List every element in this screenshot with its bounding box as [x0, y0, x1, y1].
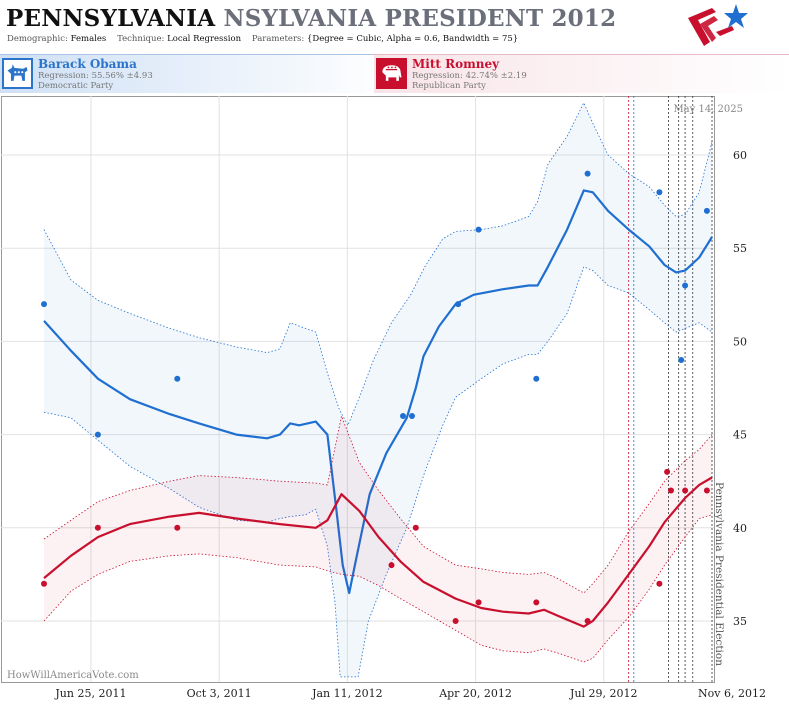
- barack-obama-band-upper: [43, 101, 713, 427]
- site-logo-icon: [688, 4, 748, 46]
- technique-value: Local Regression: [167, 34, 242, 44]
- x-tick-label: Apr 20, 2012: [438, 687, 512, 700]
- mitt-romney-poll-point: [452, 618, 459, 624]
- x-tick-label: Nov 6, 2012: [698, 687, 766, 700]
- mitt-romney-poll-point: [412, 524, 419, 531]
- barack-obama-poll-point: [455, 301, 462, 308]
- barack-obama-poll-point: [400, 413, 406, 419]
- mitt-romney-poll-point: [174, 524, 181, 531]
- mitt-romney-poll-point: [475, 599, 482, 606]
- barack-obama-poll-point: [656, 189, 663, 196]
- candidate-name-obama: Barack Obama: [38, 57, 137, 71]
- demographic-value: Females: [70, 34, 107, 44]
- mitt-romney-poll-point: [533, 599, 540, 606]
- barack-obama-poll-point: [409, 413, 415, 419]
- candidate-name-romney: Mitt Romney: [412, 57, 500, 71]
- title-state: PENNSYLVANIA: [6, 5, 216, 32]
- title-rest: NSYLVANIA PRESIDENT 2012: [223, 5, 617, 32]
- barack-obama-poll-point: [475, 226, 482, 233]
- technique-label: Technique:: [117, 34, 165, 44]
- demographic-label: Demographic:: [7, 34, 68, 44]
- mitt-romney-trend-line: [43, 476, 713, 628]
- poll-regression-chart: 35 40 45 50 55 60 Jun 25, 2011 Oct 3, 2011 Jan 1…: [1, 96, 766, 700]
- chart-parameters: Demographic: Females Technique: Local Re…: [7, 34, 518, 44]
- election-label: Pennsylvania Presidential Election: [713, 482, 725, 666]
- date-stamp: May 14, 2025: [673, 104, 743, 115]
- regression-value-obama: Regression: 55.56% ±4.93: [38, 71, 153, 81]
- header: PENNSYLVANIA NSYLVANIA PRESIDENT 2012 De…: [0, 0, 789, 52]
- plot-area: [1, 96, 714, 682]
- party-label-obama: Democratic Party: [38, 81, 114, 91]
- y-tick-label: 55: [733, 242, 747, 255]
- y-tick-label: 50: [733, 335, 747, 348]
- republican-elephant-icon: [376, 58, 407, 89]
- barack-obama-poll-point: [678, 357, 685, 363]
- mitt-romney-poll-point: [94, 524, 101, 531]
- barack-obama-poll-point: [174, 375, 181, 382]
- barack-obama-poll-point: [533, 375, 540, 382]
- mitt-romney-poll-point: [584, 618, 591, 624]
- candidate-card-romney: Mitt Romney Regression: 42.74% ±2.19 Rep…: [374, 54, 789, 93]
- mitt-romney-band-upper: [43, 414, 713, 594]
- parameters-label: Parameters:: [251, 34, 305, 44]
- mitt-romney-confidence-band: [44, 416, 712, 662]
- x-tick-label: Jun 25, 2011: [54, 687, 126, 700]
- page-title: PENNSYLVANIA NSYLVANIA PRESIDENT 2012: [6, 5, 616, 32]
- barack-obama-poll-point: [584, 170, 591, 177]
- parameters-value: {Degree = Cubic, Alpha = 0.6, Bandwidth …: [306, 34, 519, 44]
- watermark-text: HowWillAmericaVote.com: [7, 670, 139, 681]
- barack-obama-poll-point: [703, 207, 710, 214]
- y-tick-label: 35: [733, 615, 747, 628]
- y-tick-label: 40: [733, 522, 747, 535]
- barack-obama-poll-point: [94, 431, 101, 438]
- democratic-donkey-icon: [2, 58, 33, 89]
- mitt-romney-poll-point: [703, 487, 710, 494]
- barack-obama-band-lower: [43, 266, 713, 678]
- mitt-romney-poll-point: [664, 468, 671, 475]
- mitt-romney-poll-point: [388, 562, 395, 569]
- barack-obama-trend-line: [43, 189, 713, 595]
- x-tick-label: Jul 29, 2012: [569, 687, 638, 700]
- party-label-romney: Republican Party: [412, 81, 486, 91]
- x-tick-label: Jan 11, 2012: [311, 687, 383, 700]
- x-tick-label: Oct 3, 2011: [187, 687, 252, 700]
- mitt-romney-poll-point: [682, 487, 689, 494]
- barack-obama-confidence-band: [44, 102, 712, 677]
- barack-obama-poll-point: [682, 282, 689, 289]
- candidate-card-obama: Barack Obama Regression: 55.56% ±4.93 De…: [0, 54, 394, 93]
- mitt-romney-poll-point: [41, 580, 47, 587]
- barack-obama-poll-point: [41, 301, 47, 308]
- y-tick-label: 60: [733, 149, 747, 162]
- mitt-romney-poll-point: [668, 487, 674, 494]
- mitt-romney-poll-point: [656, 580, 663, 587]
- regression-value-romney: Regression: 42.74% ±2.19: [412, 71, 527, 81]
- y-tick-label: 45: [733, 429, 747, 442]
